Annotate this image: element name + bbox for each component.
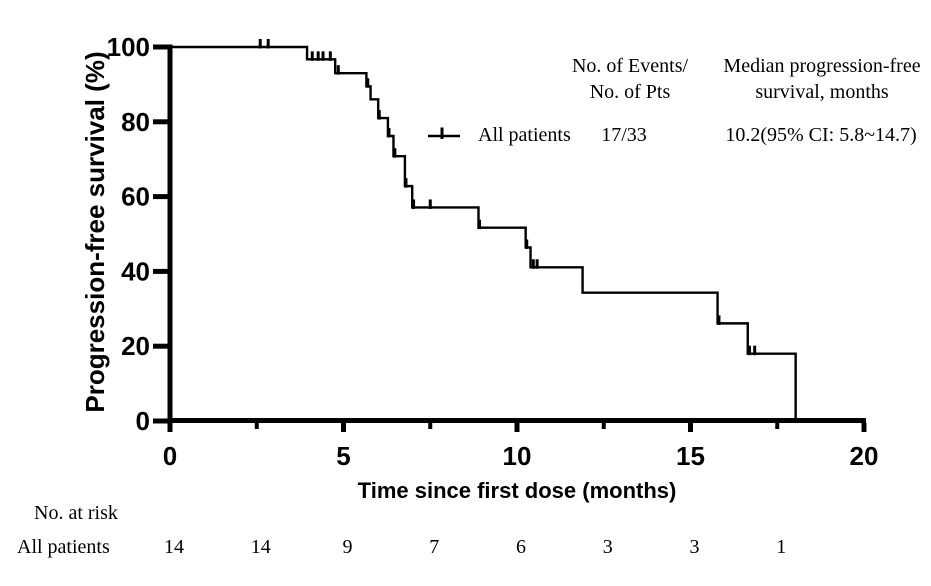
y-tick-label: 60	[121, 182, 150, 212]
x-tick-label: 20	[850, 441, 879, 471]
at-risk-count: 6	[516, 536, 526, 558]
at-risk-count: 14	[164, 536, 184, 558]
at-risk-count: 14	[250, 536, 271, 558]
median-column-header: Median progression-free survival, months	[708, 53, 931, 105]
x-tick-label: 10	[503, 441, 532, 471]
at-risk-row-label: All patients	[17, 536, 110, 558]
events-header-line1: No. of Events/	[571, 55, 689, 77]
x-tick-label: 0	[163, 441, 177, 471]
at-risk-table-label: No. at risk	[34, 502, 118, 524]
x-axis-title: Time since first dose (months)	[357, 478, 677, 503]
legend-series-label: All patients	[478, 124, 571, 146]
at-risk-count: 3	[602, 536, 613, 558]
median-header-line2: survival, months	[755, 81, 889, 103]
x-tick-label: 5	[336, 441, 350, 471]
at-risk-count: 7	[429, 536, 440, 558]
events-header-line2: No. of Pts	[589, 81, 671, 103]
x-tick-label: 15	[676, 441, 705, 471]
legend-events-value: 17/33	[601, 124, 647, 146]
legend-median-value: 10.2(95% CI: 5.8~14.7)	[725, 124, 917, 146]
median-header-line1: Median progression-free	[723, 55, 921, 77]
at-risk-count: 9	[342, 536, 353, 558]
at-risk-count: 3	[689, 536, 700, 558]
events-column-header: No. of Events/ No. of Pts	[545, 53, 715, 105]
y-tick-label: 20	[121, 331, 150, 361]
at-risk-count: 1	[776, 536, 787, 558]
y-tick-label: 0	[136, 406, 150, 436]
y-tick-label: 40	[121, 256, 150, 286]
at-risk-counts-row: 14 14 9 7 6 3 3 1	[0, 536, 931, 564]
y-tick-label: 80	[121, 107, 150, 137]
y-tick-label: 100	[107, 32, 150, 62]
y-axis-title: Progression-free survival (%)	[80, 51, 110, 413]
